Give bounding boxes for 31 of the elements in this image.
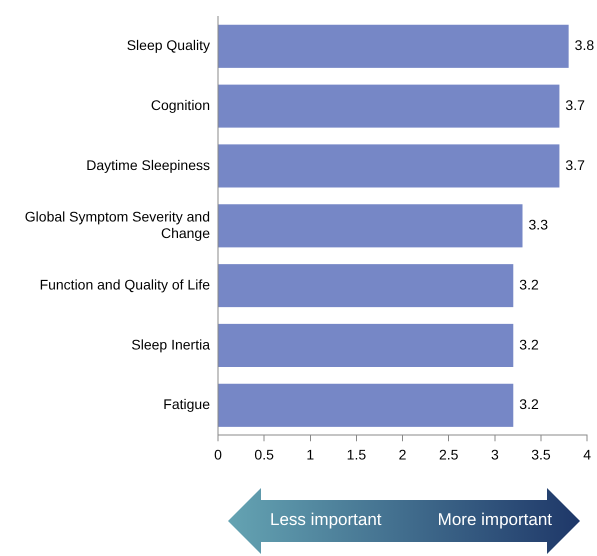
y-tick-label: Global Symptom Severity and Change <box>24 208 210 242</box>
double-arrow: Less important More important <box>228 488 580 554</box>
data-label: 3.3 <box>528 216 548 233</box>
bar <box>218 24 569 68</box>
data-label: 3.2 <box>519 276 539 292</box>
bar <box>218 324 514 367</box>
y-tick-label: Daytime Sleepiness <box>86 156 210 173</box>
y-tick-label: Fatigue <box>163 396 210 412</box>
bar <box>218 384 514 427</box>
x-tick-label: 3 <box>490 446 499 462</box>
data-label: 3.8 <box>574 37 594 54</box>
data-label: 3.7 <box>565 156 586 173</box>
bar <box>218 144 560 188</box>
x-tick-label: 0 <box>214 446 222 462</box>
x-tick-label: 2 <box>398 446 407 462</box>
x-tick-label: 4 <box>583 446 592 462</box>
x-tick-label: 1.5 <box>346 446 366 462</box>
y-tick-label: Sleep Quality <box>126 37 210 54</box>
bar <box>218 204 523 248</box>
y-tick-label: Sleep Inertia <box>131 336 210 352</box>
data-label: 3.7 <box>565 97 586 113</box>
data-label: 3.2 <box>519 396 539 412</box>
bar <box>218 84 560 128</box>
data-label: 3.2 <box>519 336 539 352</box>
x-tick-label: 0.5 <box>254 446 274 462</box>
x-tick-label: 1 <box>306 446 314 462</box>
bar <box>218 264 514 308</box>
x-tick-label: 3.5 <box>531 446 551 462</box>
x-tick-label: 2.5 <box>438 446 459 462</box>
y-tick-label: Cognition <box>150 97 210 113</box>
y-tick-label: Function and Quality of Life <box>40 276 210 292</box>
